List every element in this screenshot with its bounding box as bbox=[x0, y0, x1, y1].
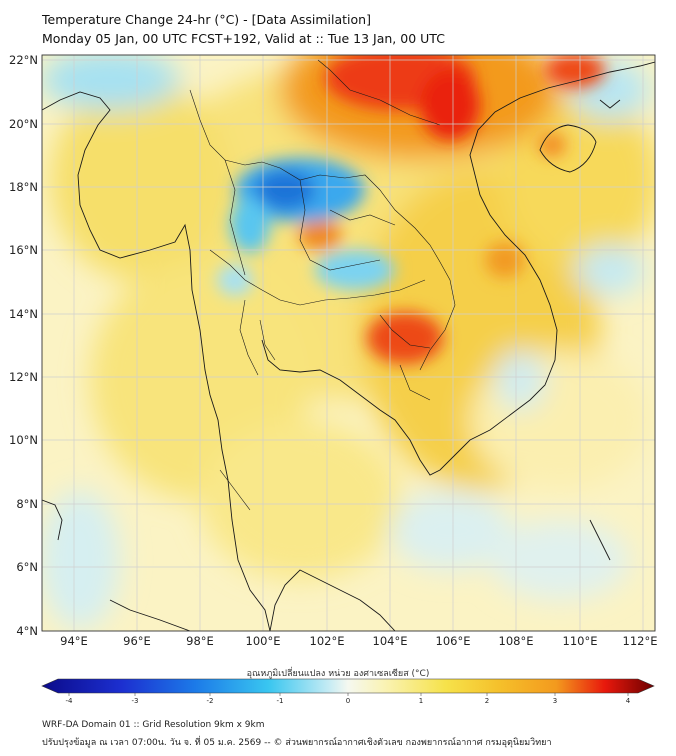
colorbar-tick: -4 bbox=[66, 697, 74, 705]
colorbar-tick: 0 bbox=[346, 697, 350, 705]
colorbar-tick: 4 bbox=[626, 697, 631, 705]
lon-label-100: 100°E bbox=[246, 634, 281, 648]
map-subtitle: Monday 05 Jan, 00 UTC FCST+192, Valid at… bbox=[42, 31, 445, 46]
colorbar: -4 -3 -2 -1 0 1 2 3 4 bbox=[41, 678, 655, 705]
lon-label-108: 108°E bbox=[499, 634, 534, 648]
lon-label-104: 104°E bbox=[373, 634, 408, 648]
colorbar-title: อุณหภูมิเปลี่ยนแปลง หน่วย องศาเซลเซียส (… bbox=[246, 669, 430, 679]
lat-label-20: 20°N bbox=[9, 117, 38, 131]
temperature-field bbox=[42, 55, 655, 631]
graticule bbox=[42, 55, 655, 631]
lon-label-110: 110°E bbox=[563, 634, 598, 648]
colorbar-tick: -1 bbox=[277, 697, 284, 705]
lat-label-8: 8°N bbox=[16, 497, 38, 511]
footer-credit: ปรับปรุงข้อมูล ณ เวลา 07:00น. วัน จ. ที่… bbox=[42, 738, 552, 748]
lon-label-98: 98°E bbox=[186, 634, 214, 648]
lat-label-14: 14°N bbox=[9, 307, 38, 321]
colorbar-tick: 3 bbox=[553, 697, 557, 705]
lat-label-16: 16°N bbox=[9, 243, 38, 257]
lat-label-6: 6°N bbox=[16, 560, 38, 574]
coastlines bbox=[42, 61, 655, 631]
colorbar-tick-marks bbox=[68, 693, 629, 696]
lat-label-22: 22°N bbox=[9, 53, 38, 67]
map-frame bbox=[41, 54, 656, 632]
colorbar-tick: 1 bbox=[419, 697, 423, 705]
colorbar-tick: -3 bbox=[132, 697, 139, 705]
borders bbox=[189, 59, 456, 511]
lon-label-96: 96°E bbox=[123, 634, 151, 648]
lat-label-18: 18°N bbox=[9, 180, 38, 194]
longitude-labels: 94°E 96°E 98°E 100°E 102°E 104°E 106°E 1… bbox=[60, 634, 657, 648]
colorbar-tick: -2 bbox=[207, 697, 214, 705]
map-title: Temperature Change 24-hr (°C) - [Data As… bbox=[42, 12, 371, 27]
lat-label-10: 10°N bbox=[9, 433, 38, 447]
footer-model-info: WRF-DA Domain 01 :: Grid Resolution 9km … bbox=[42, 720, 265, 730]
lon-label-106: 106°E bbox=[436, 634, 471, 648]
lat-label-4: 4°N bbox=[16, 624, 38, 638]
colorbar-scale bbox=[41, 678, 655, 694]
lon-label-112: 112°E bbox=[623, 634, 658, 648]
lat-label-12: 12°N bbox=[9, 370, 38, 384]
colorbar-tick: 2 bbox=[485, 697, 489, 705]
lon-label-94: 94°E bbox=[60, 634, 88, 648]
lon-label-102: 102°E bbox=[310, 634, 345, 648]
latitude-labels: 22°N 20°N 18°N 16°N 14°N 12°N 10°N 8°N 6… bbox=[9, 53, 38, 638]
